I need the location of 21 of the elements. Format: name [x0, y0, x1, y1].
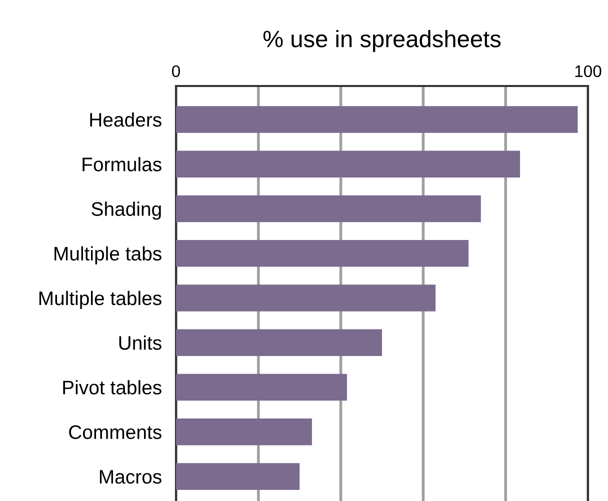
- y-tick-label: Multiple tabs: [54, 246, 162, 264]
- bar: [176, 284, 436, 312]
- bar: [176, 150, 520, 178]
- y-tick-label: Units: [119, 336, 162, 350]
- bar: [176, 195, 481, 222]
- y-tick-label: Pivot tables: [63, 380, 162, 394]
- bar: [176, 329, 382, 356]
- bar: [176, 374, 347, 401]
- bar: [176, 463, 300, 490]
- y-tick-label: Shading: [92, 202, 161, 220]
- y-tick-label: Comments: [69, 425, 162, 440]
- y-tick-label: Formulas: [82, 157, 162, 172]
- y-tick-label: Headers: [90, 112, 162, 127]
- bar: [176, 418, 312, 446]
- x-tick-label: 0: [172, 65, 180, 78]
- bar: [176, 240, 469, 267]
- y-tick-label: Macros: [100, 470, 162, 484]
- x-tick-label: 100: [575, 65, 602, 78]
- y-tick-label: Multiple tables: [39, 290, 162, 310]
- chart-title: % use in spreadsheets: [263, 30, 501, 52]
- bar: [176, 106, 578, 133]
